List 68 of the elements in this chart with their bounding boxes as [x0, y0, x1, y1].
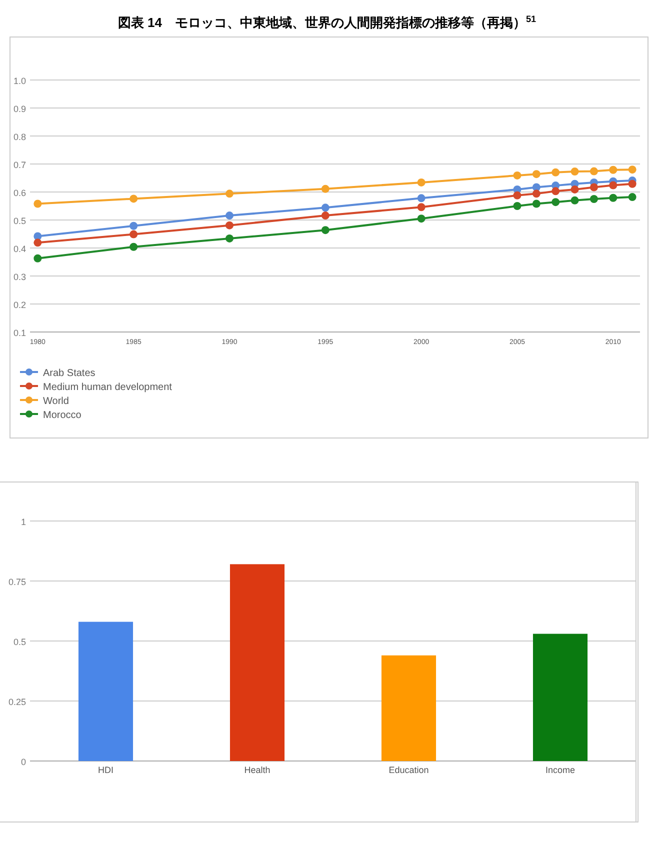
legend-label: World — [43, 396, 69, 407]
point — [628, 166, 636, 174]
point — [417, 214, 426, 223]
point — [609, 166, 618, 174]
y-tick-label: 0.25 — [8, 697, 26, 707]
chart-title: 図表 14 モロッコ、中東地域、世界の人間開発指標の推移等（再掲）$^{51}$ — [118, 14, 536, 30]
bar — [381, 655, 436, 761]
point — [513, 191, 522, 200]
point — [417, 203, 426, 212]
point — [34, 238, 42, 247]
y-tick-label: 0.5 — [13, 216, 26, 226]
point — [590, 183, 598, 192]
y-tick-label: 0.5 — [13, 637, 26, 647]
y-tick-label: 1.0 — [13, 76, 26, 86]
y-tick-label: 0.9 — [13, 104, 26, 114]
point — [130, 222, 138, 230]
point — [628, 180, 636, 188]
x-tick-label: Health — [244, 765, 270, 775]
point — [225, 212, 234, 220]
legend-label: Morocco — [43, 410, 82, 421]
point — [570, 196, 579, 204]
point — [130, 230, 138, 238]
point — [417, 194, 426, 202]
point — [225, 221, 234, 230]
point — [552, 187, 560, 196]
point — [321, 184, 330, 193]
x-tick-label: HDI — [98, 765, 114, 775]
point — [570, 168, 579, 176]
y-tick-label: 0.6 — [13, 188, 26, 198]
bar — [78, 622, 134, 761]
legend-label: Arab States — [43, 368, 96, 379]
point — [34, 200, 42, 208]
bar — [230, 564, 285, 761]
point — [590, 195, 598, 203]
point — [552, 198, 560, 206]
point — [532, 200, 540, 208]
point — [609, 194, 618, 202]
point — [570, 185, 579, 194]
y-tick-label: 1 — [20, 517, 26, 527]
point — [321, 212, 330, 220]
y-tick-label: 0.3 — [13, 272, 26, 282]
y-tick-label: 0.1 — [13, 328, 26, 338]
point — [321, 226, 330, 234]
y-tick-label: 0.7 — [13, 160, 26, 170]
x-tick-label: Income — [545, 765, 576, 775]
y-tick-label: 0.4 — [13, 244, 26, 254]
y-tick-label: 0.2 — [13, 300, 26, 310]
point — [130, 242, 138, 251]
bar — [532, 634, 588, 761]
point — [34, 254, 42, 262]
x-tick-label: Education — [388, 765, 429, 775]
legend-label: Medium human development — [43, 382, 172, 393]
point — [532, 190, 540, 198]
point — [513, 202, 522, 210]
y-tick-label: 0.8 — [13, 132, 26, 142]
point — [130, 194, 138, 203]
point — [628, 193, 636, 202]
point — [321, 204, 330, 212]
point — [513, 171, 522, 180]
point — [225, 234, 234, 242]
point — [225, 190, 234, 198]
point — [590, 167, 598, 176]
point — [609, 181, 618, 190]
point — [532, 170, 540, 178]
y-tick-label: 0.75 — [8, 577, 26, 587]
point — [417, 178, 426, 186]
point — [552, 168, 560, 176]
y-tick-label: 0 — [20, 757, 26, 767]
